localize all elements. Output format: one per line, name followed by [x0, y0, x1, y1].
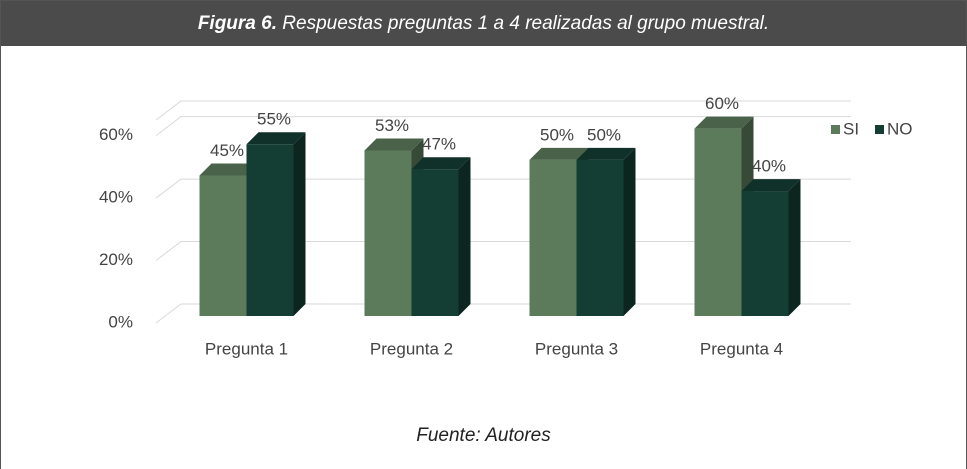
- bar-top: [364, 138, 424, 151]
- bar-top: [694, 116, 754, 129]
- legend-label: SI: [843, 119, 859, 138]
- bar-top: [199, 163, 259, 176]
- value-label: 50%: [540, 125, 574, 144]
- value-label: 50%: [587, 125, 621, 144]
- grid-line: [155, 116, 851, 137]
- bar: [741, 191, 789, 316]
- bar-top: [741, 179, 801, 192]
- bar-top: [576, 147, 636, 160]
- value-label: 47%: [422, 135, 456, 154]
- bar: [694, 128, 742, 316]
- bar-side: [623, 147, 636, 316]
- bar: [364, 150, 412, 316]
- bar: [246, 144, 294, 316]
- bar: [411, 169, 459, 316]
- figure-header: Figura 6. Respuestas preguntas 1 a 4 rea…: [1, 1, 966, 46]
- value-label: 53%: [375, 116, 409, 135]
- bar-top: [246, 132, 306, 145]
- bar-side: [293, 132, 306, 316]
- bar: [199, 175, 247, 316]
- legend-swatch: [831, 125, 840, 134]
- value-label: 60%: [705, 94, 739, 113]
- x-tick-label: Pregunta 3: [535, 339, 618, 358]
- figure-source: Fuente: Autores: [416, 425, 551, 446]
- y-tick-label: 0%: [108, 312, 133, 331]
- bar-top: [529, 147, 589, 160]
- y-tick-label: 60%: [99, 125, 133, 144]
- value-label: 45%: [210, 141, 244, 160]
- x-tick-label: Pregunta 2: [370, 339, 453, 358]
- figure-title: Respuestas preguntas 1 a 4 realizadas al…: [282, 13, 770, 34]
- x-tick-label: Pregunta 1: [205, 339, 288, 358]
- bar: [576, 159, 624, 316]
- y-tick-label: 20%: [99, 250, 133, 269]
- figure-label: Figura 6.: [197, 13, 277, 34]
- chart: 0% 20% 40% 60% Pregunta 1 45% 55% Pregunta 2 53%…: [99, 94, 913, 358]
- value-label: 55%: [257, 110, 291, 129]
- bar-side: [788, 179, 801, 316]
- value-label: 40%: [752, 157, 786, 176]
- bar: [529, 159, 577, 316]
- bar-top: [411, 157, 471, 170]
- x-tick-label: Pregunta 4: [700, 339, 783, 358]
- legend-label: NO: [887, 119, 913, 138]
- bar-side: [458, 157, 471, 316]
- y-tick-label: 40%: [99, 188, 133, 207]
- legend-swatch: [875, 125, 884, 134]
- grid-line: [155, 100, 851, 121]
